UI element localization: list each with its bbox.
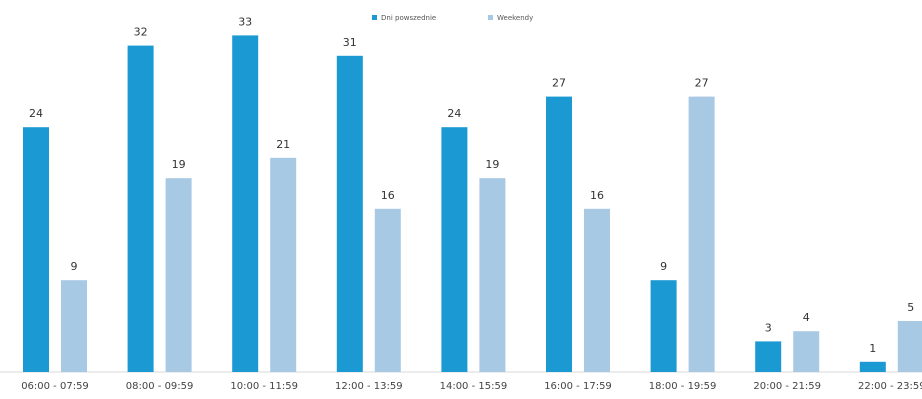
- x-tick-labels-group: 06:00 - 07:59 08:00 - 09:59 10:00 - 11:59 1…: [21, 381, 922, 392]
- bar-weekdays-3: [336, 55, 363, 373]
- legend: Dni powszednie Weekendy: [372, 14, 533, 22]
- value-label-weekends-0: 9: [71, 260, 78, 273]
- x-tick-label-3: 12:00 - 13:59: [335, 381, 403, 392]
- x-tick-label-1: 08:00 - 09:59: [126, 381, 194, 392]
- bar-weekdays-8: [859, 361, 886, 372]
- bar-weekends-5: [584, 208, 610, 372]
- legend-label-weekdays: Dni powszednie: [381, 14, 436, 22]
- bar-weekends-7: [793, 331, 820, 372]
- bar-weekends-1: [165, 178, 192, 372]
- value-label-weekends-6: 27: [695, 77, 709, 90]
- value-label-weekdays-2: 33: [238, 15, 252, 28]
- value-label-weekdays-8: 1: [869, 342, 876, 355]
- bar-weekdays-4: [441, 127, 468, 372]
- value-label-weekdays-0: 24: [29, 107, 43, 120]
- bar-weekdays-5: [546, 96, 572, 372]
- bar-weekends-3: [374, 208, 401, 372]
- bar-weekends-8: [897, 321, 922, 372]
- value-label-weekends-2: 21: [276, 138, 290, 151]
- value-label-weekends-8: 5: [907, 301, 914, 314]
- x-tick-label-7: 20:00 - 21:59: [753, 381, 821, 392]
- bar-weekdays-6: [650, 280, 677, 372]
- x-tick-label-5: 16:00 - 17:59: [544, 381, 612, 392]
- bar-weekdays-0: [23, 127, 49, 372]
- bar-weekdays-1: [127, 45, 154, 372]
- bar-weekends-6: [688, 96, 715, 372]
- value-label-weekends-7: 4: [803, 311, 810, 324]
- bar-weekdays-2: [232, 35, 259, 373]
- x-tick-label-4: 14:00 - 15:59: [440, 381, 508, 392]
- x-tick-label-6: 18:00 - 19:59: [649, 381, 717, 392]
- value-labels-group: 24 9 32 19 33 21 31 16 24 19 27 16 9 27 3 4 1 5: [29, 15, 914, 354]
- value-label-weekdays-6: 9: [660, 260, 667, 273]
- value-label-weekends-1: 19: [172, 158, 186, 171]
- value-label-weekends-4: 19: [485, 158, 499, 171]
- legend-swatch-weekdays: [372, 15, 377, 20]
- bar-weekends-4: [479, 178, 506, 372]
- bar-weekends-2: [270, 157, 297, 372]
- bars-group: [23, 35, 922, 373]
- x-tick-label-2: 10:00 - 11:59: [230, 381, 298, 392]
- value-label-weekdays-3: 31: [343, 36, 357, 49]
- value-label-weekends-5: 16: [590, 189, 604, 202]
- legend-swatch-weekends: [488, 15, 493, 20]
- legend-label-weekends: Weekendy: [497, 14, 533, 22]
- bar-weekdays-7: [755, 341, 782, 372]
- value-label-weekdays-1: 32: [134, 26, 148, 39]
- value-label-weekdays-7: 3: [765, 321, 772, 334]
- value-label-weekdays-5: 27: [552, 77, 566, 90]
- value-label-weekdays-4: 24: [447, 107, 461, 120]
- value-label-weekends-3: 16: [381, 189, 395, 202]
- x-tick-label-0: 06:00 - 07:59: [21, 381, 89, 392]
- bar-weekends-0: [61, 280, 87, 372]
- x-tick-label-8: 22:00 - 23:59: [858, 381, 922, 392]
